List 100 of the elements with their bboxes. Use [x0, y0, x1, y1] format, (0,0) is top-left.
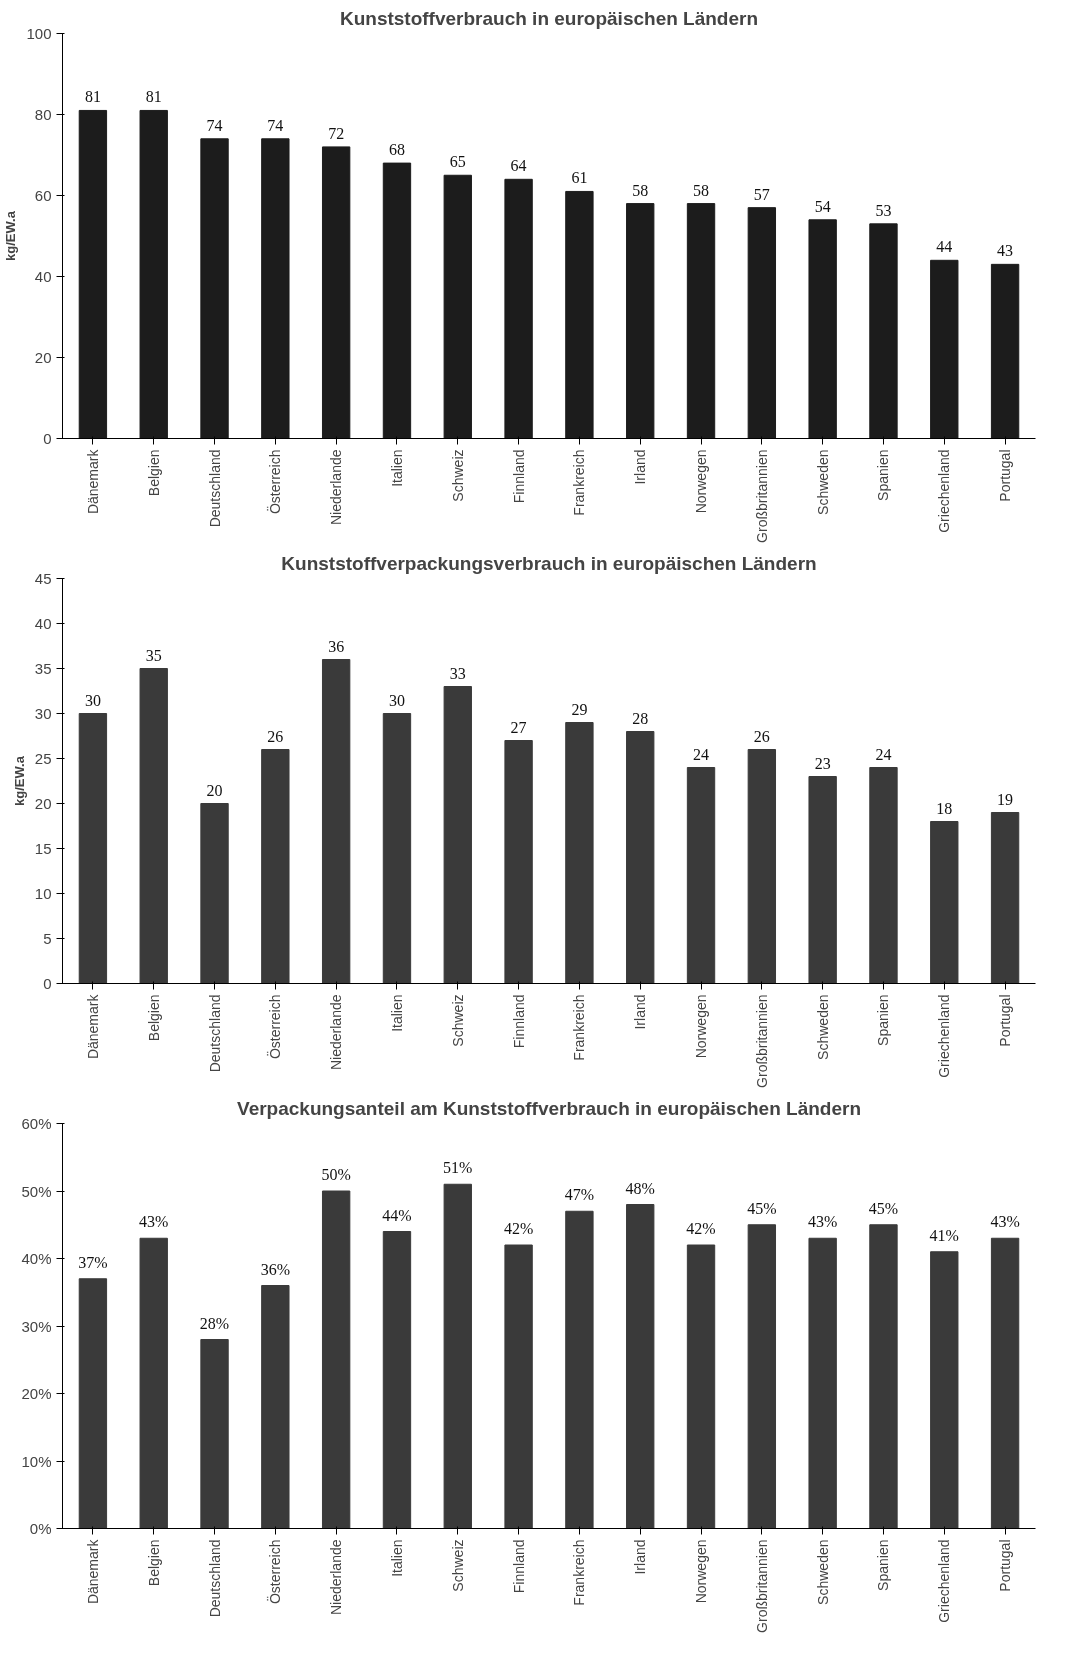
bar [443, 174, 472, 439]
x-tick-label: Dänemark [84, 448, 101, 515]
bar [626, 1204, 655, 1529]
data-label: 26 [267, 727, 284, 745]
bar [504, 1244, 533, 1529]
data-label: 81 [84, 88, 101, 106]
bar [261, 1285, 290, 1529]
bar [990, 263, 1020, 439]
x-tick-label: Italien [388, 994, 405, 1032]
data-label: 53 [875, 201, 892, 219]
data-label: 54 [814, 197, 831, 215]
x-tick-label: Großbritannien [753, 449, 770, 543]
x-tick-label: Schweiz [449, 994, 466, 1047]
bar [200, 1339, 229, 1529]
data-label: 20 [206, 781, 223, 799]
x-tick-label: Frankreich [571, 1539, 588, 1606]
data-label: 65 [449, 153, 466, 171]
data-label: 42% [686, 1220, 716, 1237]
x-tick-label: Irland [632, 1539, 649, 1575]
bar [686, 203, 716, 439]
y-tick-label: 80 [34, 105, 52, 123]
bar [626, 203, 655, 439]
x-tick-label: Belgien [145, 1539, 162, 1587]
x-tick-label: Belgien [145, 994, 162, 1042]
data-label: 43% [990, 1213, 1020, 1231]
x-tick-label: Italien [388, 449, 405, 487]
bar [808, 1237, 837, 1529]
bar [78, 109, 108, 439]
data-label: 51% [443, 1159, 473, 1177]
bar [382, 713, 412, 984]
y-axis-title: kg/EW.a [3, 210, 19, 261]
y-tick-label: 5 [43, 929, 52, 947]
data-label: 72 [328, 124, 345, 142]
bar [443, 686, 472, 984]
data-label: 45% [747, 1199, 777, 1217]
x-tick-label: Niederlande [328, 449, 345, 525]
y-tick-label: 60% [21, 1115, 52, 1132]
x-tick-label: Spanien [875, 994, 892, 1046]
data-label: 61 [571, 169, 588, 187]
bar [869, 1224, 898, 1529]
data-label: 81 [145, 88, 162, 106]
data-label: 45% [868, 1199, 899, 1217]
y-tick-label: 20 [34, 794, 52, 812]
bar [139, 668, 168, 984]
x-tick-label: Schweiz [449, 449, 466, 502]
x-tick-label: Niederlande [328, 1539, 345, 1615]
bar [504, 178, 533, 439]
bar [261, 749, 290, 984]
chart-title: Verpackungsanteil am Kunststoffverbrauch in europäischen Ländern [237, 1097, 862, 1119]
chart-title: Kunststoffverbrauch in europäischen Ländern [339, 7, 759, 29]
x-tick-label: Portugal [997, 449, 1014, 502]
bar [565, 1210, 594, 1529]
bar [261, 138, 290, 439]
data-label: 33 [449, 664, 466, 682]
bar [139, 109, 168, 439]
bar [930, 821, 959, 984]
data-label: 26 [753, 727, 770, 745]
x-tick-label: Griechenland [936, 1539, 953, 1623]
bar [626, 731, 655, 984]
x-tick-label: Österreich [266, 994, 284, 1060]
x-tick-label: Italien [388, 1539, 405, 1577]
data-label: 24 [693, 745, 710, 763]
x-tick-label: Dänemark [84, 993, 101, 1060]
bar [990, 812, 1020, 984]
bar [200, 138, 229, 439]
y-tick-label: 60 [34, 186, 52, 204]
chart-title: Kunststoffverpackungsverbrauch in europäischen Ländern [281, 552, 817, 574]
data-label: 48% [625, 1179, 655, 1197]
x-tick-label: Irland [632, 449, 649, 485]
data-label: 24 [875, 745, 892, 763]
data-label: 68 [388, 141, 405, 159]
data-label: 36% [260, 1260, 291, 1278]
y-tick-label: 40% [21, 1250, 52, 1267]
data-label: 30 [388, 691, 405, 709]
data-label: 29 [571, 700, 588, 718]
x-tick-label: Deutschland [206, 1539, 223, 1618]
data-label: 74 [267, 116, 284, 134]
x-tick-label: Spanien [875, 449, 892, 501]
data-label: 23 [814, 754, 831, 772]
y-tick-label: 25 [34, 749, 52, 767]
x-tick-label: Frankreich [571, 994, 588, 1061]
data-label: 64 [510, 157, 527, 175]
data-label: 30 [84, 691, 101, 709]
bar [869, 767, 898, 984]
x-tick-label: Griechenland [936, 449, 953, 533]
x-tick-label: Niederlande [328, 994, 345, 1070]
bar [808, 776, 837, 984]
y-tick-label: 10 [34, 884, 52, 902]
x-tick-label: Finnland [510, 449, 527, 504]
x-tick-label: Norwegen [693, 449, 710, 514]
bar [321, 1190, 351, 1529]
x-tick-label: Spanien [875, 1539, 892, 1591]
bar [504, 740, 533, 984]
x-tick-label: Dänemark [84, 1538, 101, 1605]
y-tick-label: 40 [34, 267, 52, 285]
data-label: 43% [807, 1213, 838, 1231]
bar [747, 207, 777, 439]
data-label: 47% [564, 1186, 595, 1204]
data-label: 18 [936, 799, 953, 817]
data-label: 57 [753, 185, 770, 203]
